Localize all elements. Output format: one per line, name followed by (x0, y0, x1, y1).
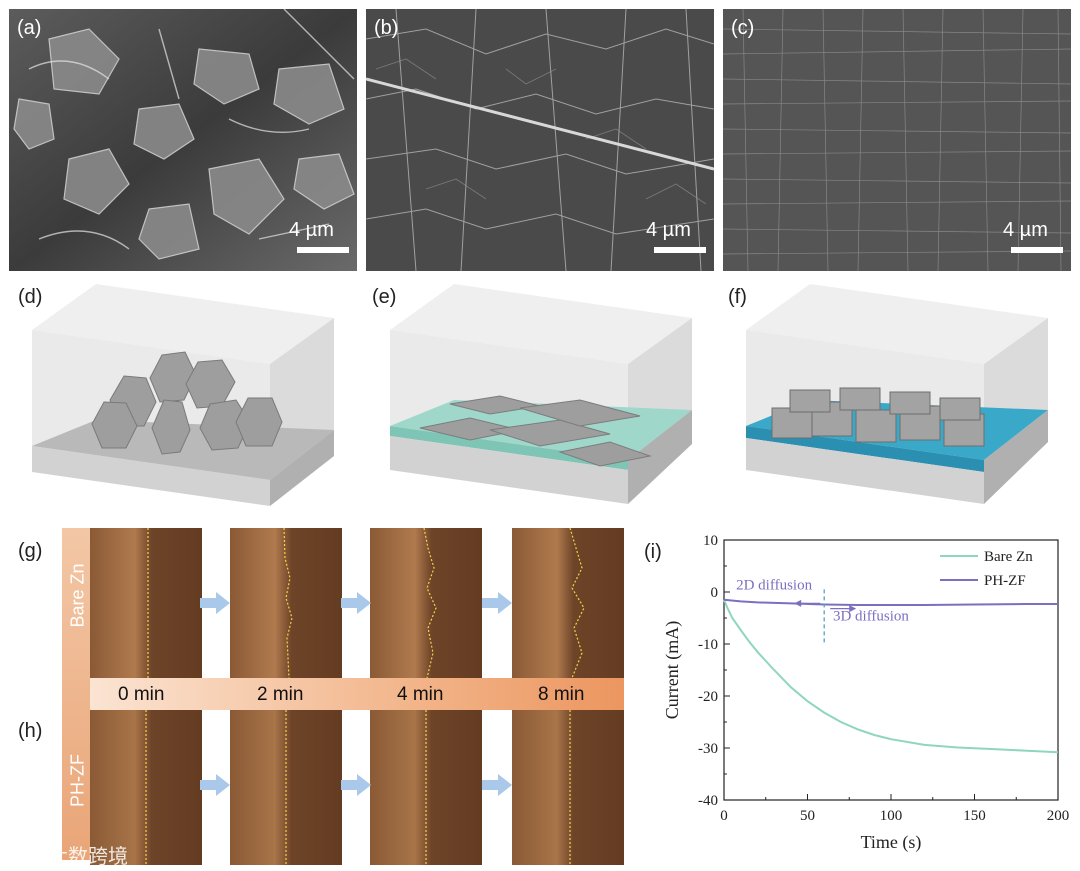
sem-image-b: (b) 4 µm (366, 9, 714, 271)
y-tick-label: -20 (698, 689, 718, 705)
time-label-8: 8 min (538, 684, 585, 705)
y-tick-label: 0 (711, 585, 719, 601)
panel-label-a: (a) (17, 17, 42, 39)
interface-line (285, 710, 287, 865)
row-label-bare-zn: Bare Zn (67, 563, 88, 628)
optical-image-bare-2 (230, 528, 342, 678)
sem-texture-a (9, 9, 357, 271)
y-tick-label: -40 (698, 793, 718, 809)
interface-line (423, 528, 437, 678)
series-line-bare-zn (723, 599, 1059, 754)
scale-bar-b (654, 247, 706, 253)
scale-bar-label-c: 4 µm (1003, 219, 1048, 241)
x-tick-label: 100 (880, 808, 903, 824)
watermark-logo-icon (7, 846, 37, 865)
interface-line (425, 710, 427, 865)
annotation-arrowhead (794, 599, 802, 607)
right-arrow-icon (200, 592, 230, 614)
legend-label: Bare Zn (984, 549, 1033, 565)
annotation-arrowhead (849, 605, 857, 613)
row-label-strip (62, 528, 90, 860)
x-tick-label: 200 (1047, 808, 1070, 824)
x-tick-label: 150 (963, 808, 986, 824)
x-axis-label: Time (s) (861, 832, 922, 853)
optical-image-phzf-4 (370, 710, 482, 865)
right-arrow-icon (482, 592, 512, 614)
right-arrow-icon (341, 774, 371, 796)
scale-bar-c (1011, 247, 1063, 253)
y-tick-label: -10 (698, 637, 718, 653)
row-label-ph-zf: PH-ZF (67, 754, 88, 807)
panel-label-c: (c) (731, 17, 755, 39)
time-label-2: 2 min (257, 684, 304, 705)
sem-image-a: (a) 4 µm (9, 9, 357, 271)
optical-image-phzf-0 (90, 710, 202, 865)
schematic-e (390, 284, 692, 504)
schematic-f (746, 284, 1048, 504)
right-arrow-icon (482, 774, 512, 796)
y-axis-label: Current (mA) (662, 621, 683, 719)
series-line-ph-zf (723, 598, 1058, 606)
scale-bar-label-a: 4 µm (289, 219, 334, 241)
panel-label-b: (b) (374, 17, 399, 39)
y-tick-label: -30 (698, 741, 718, 757)
time-strip (90, 678, 624, 710)
panel-label-g: (g) (18, 540, 43, 562)
right-arrow-icon (200, 774, 230, 796)
optical-image-phzf-2 (230, 710, 342, 865)
time-label-4: 4 min (397, 684, 444, 705)
sem-texture-c (723, 9, 1071, 271)
panel-label-i: (i) (644, 541, 662, 563)
legend-label: PH-ZF (984, 573, 1026, 589)
y-tick-label: 10 (703, 533, 718, 549)
optical-image-bare-0 (90, 528, 202, 678)
interface-line (569, 528, 585, 678)
watermark-text: 大数跨境 (48, 844, 128, 868)
interface-line (569, 710, 571, 865)
sem-texture-b (366, 9, 714, 271)
optical-image-bare-8 (512, 528, 624, 678)
optical-image-bare-4 (370, 528, 482, 678)
panel-label-h: (h) (18, 720, 43, 742)
panel-label-f: (f) (728, 286, 747, 308)
time-label-0: 0 min (118, 684, 165, 705)
scale-bar-label-b: 4 µm (646, 219, 691, 241)
schematic-row (32, 284, 1048, 506)
sem-image-c: (c) 4 µm (723, 9, 1071, 271)
watermark: 大数跨境 (6, 840, 128, 869)
scale-bar-a (297, 247, 349, 253)
optical-image-phzf-8 (512, 710, 624, 865)
interface-line (283, 528, 293, 678)
right-arrow-icon (341, 592, 371, 614)
panel-label-d: (d) (18, 286, 43, 308)
interface-line (147, 528, 149, 678)
x-tick-label: 50 (800, 808, 815, 824)
schematic-d (32, 284, 334, 506)
annotation-text: 2D diffusion (736, 577, 812, 593)
interface-line (145, 710, 147, 865)
annotation-text: 3D diffusion (833, 609, 909, 625)
x-tick-label: 0 (720, 808, 728, 824)
panel-label-e: (e) (372, 286, 397, 308)
